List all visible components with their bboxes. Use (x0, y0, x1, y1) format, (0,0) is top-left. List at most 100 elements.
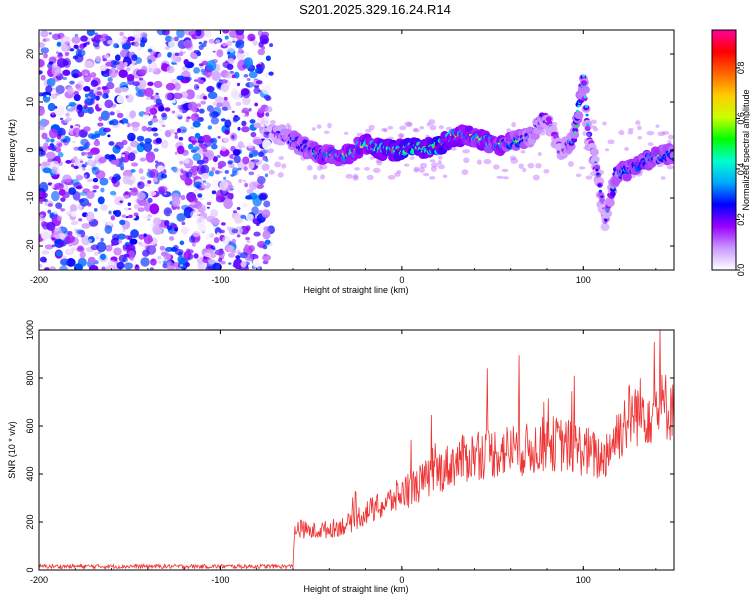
heatmap-cell (462, 149, 470, 154)
heatmap-cell (87, 256, 96, 264)
heatmap-cell (637, 135, 643, 140)
heatmap-cell (39, 201, 44, 204)
heatmap-cell (147, 81, 154, 87)
heatmap-cell (47, 203, 53, 207)
heatmap-cell (219, 180, 229, 191)
heatmap-cell (161, 124, 166, 128)
heatmap-cell (85, 211, 95, 222)
heatmap-cell (574, 111, 584, 120)
heatmap-cell (202, 95, 208, 100)
heatmap-cell (150, 117, 159, 123)
heatmap-cell (205, 265, 214, 270)
snr-y-ticks: 0 200 400 600 800 1000 (25, 320, 674, 573)
heatmap-cell (147, 190, 157, 197)
heatmap-cell (250, 131, 257, 138)
heatmap-cell (622, 172, 632, 181)
heatmap-cell (245, 195, 253, 200)
heatmap-cell (442, 174, 448, 179)
heatmap-cell (110, 119, 119, 126)
heatmap-cell (104, 154, 111, 160)
heatmap-cell (138, 234, 145, 240)
heatmap-cell (107, 221, 114, 226)
heatmap-cell (139, 77, 144, 81)
heatmap-cell (153, 80, 163, 89)
heatmap-cell (125, 235, 130, 240)
heatmap-cell (166, 65, 175, 74)
heatmap-cell (82, 42, 87, 48)
heatmap-cell (242, 156, 250, 165)
heatmap-cell (60, 258, 70, 266)
heatmap-cell (48, 128, 58, 139)
heatmap-cell (257, 48, 266, 56)
heatmap-cell (253, 254, 259, 260)
heatmap-cell (226, 63, 234, 70)
heatmap-cell (123, 195, 130, 200)
heatmap-cell (217, 165, 223, 169)
heatmap-cell (63, 119, 70, 124)
heatmap-cell (238, 179, 242, 184)
heatmap-cell (143, 233, 147, 237)
heatmap-cell (594, 164, 601, 171)
heatmap-cell (188, 235, 196, 243)
heatmap-cell (77, 80, 85, 85)
heatmap-cell (190, 126, 195, 130)
y-tick-label: -20 (25, 239, 35, 252)
heatmap-cell (126, 103, 133, 110)
heatmap-cell (183, 39, 193, 49)
heatmap-cell (176, 75, 185, 81)
heatmap-cell (265, 55, 271, 62)
heatmap-cell (129, 238, 138, 245)
heatmap-cell (197, 193, 203, 198)
heatmap-cell (609, 191, 616, 197)
heatmap-cell (118, 157, 124, 163)
heatmap-cell (192, 153, 202, 162)
heatmap-cell (127, 132, 136, 142)
heatmap-cell (502, 176, 510, 180)
heatmap-cell (352, 175, 359, 181)
heatmap-cell (157, 52, 167, 62)
heatmap-cell (100, 187, 105, 193)
heatmap-cell (53, 211, 58, 215)
heatmap-cell (152, 217, 162, 226)
heatmap-cell (257, 107, 264, 114)
heatmap-cell (240, 112, 246, 116)
heatmap-cell (100, 237, 104, 242)
heatmap-cell (102, 218, 107, 224)
heatmap-cell (509, 155, 517, 161)
heatmap-cell (137, 181, 145, 189)
heatmap-cell (604, 148, 610, 152)
heatmap-cell (197, 217, 203, 223)
heatmap-cell (190, 210, 200, 219)
heatmap-cell (139, 41, 146, 48)
heatmap-cell (399, 125, 407, 131)
heatmap-cell (83, 143, 90, 149)
heatmap-cell (375, 159, 382, 164)
heatmap-cell (39, 263, 43, 268)
heatmap-cell (64, 51, 70, 56)
heatmap-cell (76, 184, 83, 190)
heatmap-cell (429, 124, 437, 131)
heatmap-cell (151, 127, 158, 132)
heatmap-cell (39, 70, 43, 75)
heatmap-cell (40, 74, 46, 81)
heatmap-cell (101, 85, 108, 90)
heatmap-cell (97, 251, 102, 254)
heatmap-cell (147, 197, 153, 204)
heatmap-cell (387, 174, 396, 180)
heatmap-cell (74, 33, 79, 37)
heatmap-cell (196, 103, 202, 108)
heatmap-cell (585, 175, 593, 180)
heatmap-cell (100, 204, 108, 211)
heatmap-cell (135, 91, 145, 97)
heatmap-cell (156, 165, 165, 172)
heatmap-cell (136, 191, 146, 201)
heatmap-cell (130, 169, 136, 173)
heatmap-cell (40, 230, 51, 240)
heatmap-cell (242, 179, 247, 182)
heatmap-cell (123, 61, 128, 67)
heatmap-cell (206, 105, 214, 112)
colorbar: 0.0 0.2 0.4 0.6 0.8 Normalized spectral ampl… (711, 29, 750, 276)
heatmap-cell (426, 122, 431, 127)
heatmap-cell (212, 101, 217, 106)
heatmap-cell (158, 187, 166, 195)
